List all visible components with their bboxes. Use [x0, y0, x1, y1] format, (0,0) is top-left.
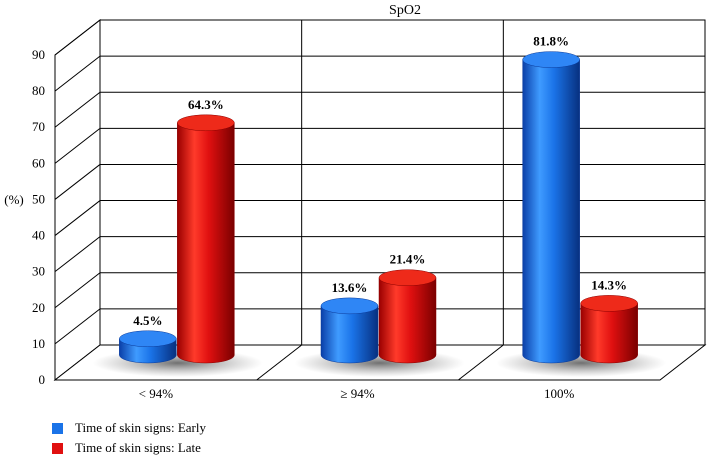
- bar-late-2: [580, 295, 638, 364]
- gridline-side: [54, 308, 101, 345]
- bar-top: [580, 295, 638, 312]
- bar-top: [177, 114, 235, 132]
- y-tick-label: 60: [32, 155, 45, 170]
- bar-top: [378, 269, 437, 286]
- legend-label-early: Time of skin signs: Early: [75, 420, 206, 435]
- y-tick-label: 20: [32, 300, 45, 315]
- legend-item-early: Time of skin signs: Early: [52, 418, 206, 438]
- bar-body: [320, 305, 379, 364]
- y-axis-ticks: 0 10 20 30 40 50 60 70 80 90: [32, 47, 45, 387]
- gridline-side: [54, 236, 101, 273]
- x-tick-label: < 94%: [139, 386, 174, 401]
- bar-top: [320, 297, 379, 315]
- bar-body: [177, 122, 235, 364]
- bar-late-0: [177, 114, 235, 364]
- y-tick-label: 0: [39, 372, 46, 387]
- y-tick-label: 80: [32, 83, 45, 98]
- data-label: 64.3%: [188, 97, 224, 112]
- bar-early-2: [522, 51, 580, 364]
- y-tick-label: 70: [32, 119, 45, 134]
- y-tick-label: 50: [32, 191, 45, 206]
- x-tick-label: ≥ 94%: [340, 386, 374, 401]
- data-label: 4.5%: [133, 313, 162, 328]
- bar-early-1: [320, 297, 379, 364]
- bar-early-0: [119, 330, 177, 364]
- gridline-side: [54, 91, 101, 128]
- bar-body: [580, 303, 638, 364]
- data-label: 81.8%: [533, 34, 569, 49]
- x-axis-categories: < 94% ≥ 94% 100%: [139, 386, 575, 401]
- gridline-side: [54, 127, 101, 164]
- category-divider-floor: [256, 344, 302, 381]
- y-tick-label: 90: [32, 47, 45, 62]
- y-tick-label: 40: [32, 228, 45, 243]
- gridline-side: [54, 55, 101, 92]
- gridline-side: [54, 164, 101, 200]
- legend-item-late: Time of skin signs: Late: [52, 438, 206, 458]
- bar-top: [522, 51, 580, 68]
- data-label: 13.6%: [332, 280, 368, 295]
- bar-late-1: [378, 269, 437, 364]
- legend: Time of skin signs: Early Time of skin s…: [52, 418, 206, 458]
- bar-body: [378, 277, 437, 364]
- data-label: 21.4%: [390, 252, 426, 267]
- y-axis-label: (%): [4, 192, 24, 207]
- chart-title: SpO2: [389, 3, 421, 18]
- legend-label-late: Time of skin signs: Late: [75, 440, 201, 455]
- y-tick-label: 30: [32, 264, 45, 279]
- gridline-side: [54, 272, 101, 309]
- category-divider-floor: [458, 344, 504, 381]
- bar-body: [522, 59, 580, 364]
- bars: 4.5% 64.3% 13.6% 21.4% 81.8% 14.3%: [92, 34, 667, 377]
- gridline-side: [54, 200, 101, 236]
- data-label: 14.3%: [591, 277, 627, 292]
- x-tick-label: 100%: [544, 386, 575, 401]
- bar-top: [119, 330, 177, 347]
- legend-swatch-late: [52, 442, 63, 454]
- legend-swatch-early: [52, 422, 63, 434]
- gridline-side: [54, 19, 101, 56]
- y-tick-label: 10: [32, 336, 45, 351]
